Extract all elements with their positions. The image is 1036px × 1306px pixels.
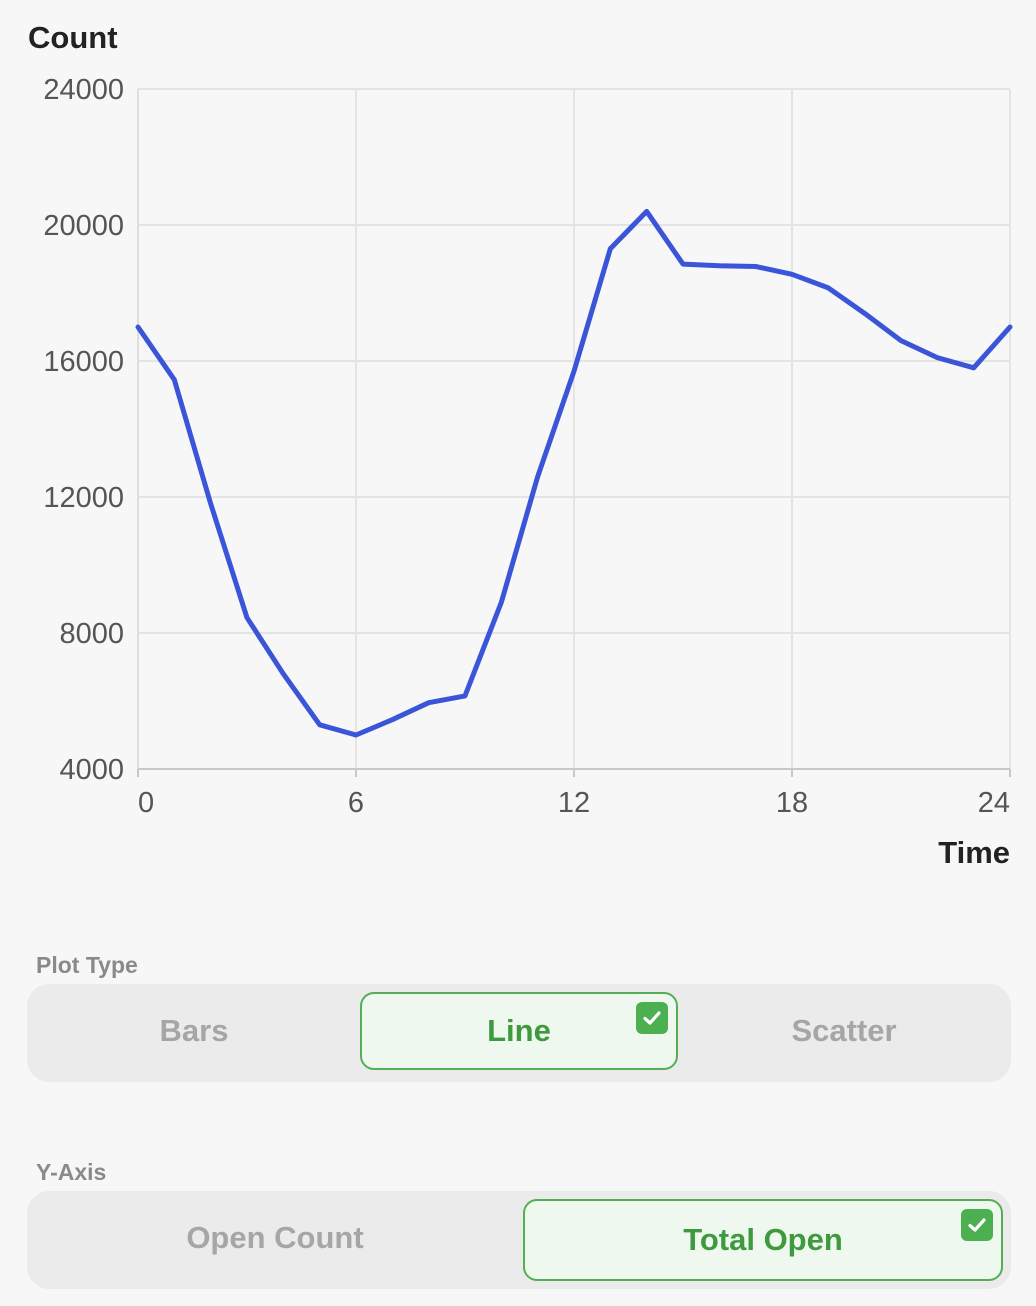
line-chart: 24000 20000 16000 12000 8000 4000 0 6 12 18 24 Cou… [28,20,1013,870]
x-tick-label: 12 [558,787,590,819]
x-tick-label: 18 [776,787,808,819]
y-tick-label: 8000 [59,618,124,650]
y-tick-label: 20000 [43,210,124,242]
plot-type-scatter-option[interactable]: Scatter [685,992,1003,1070]
x-tick-label: 0 [138,787,154,819]
y-axis-label: Y-Axis [36,1159,107,1185]
plot-type-bars-label: Bars [159,1013,229,1048]
chart-axes [137,89,1011,777]
plot-type-scatter-label: Scatter [791,1013,897,1048]
y-tick-label: 4000 [59,754,124,786]
plot-type-segmented-control: Bars Line Scatter [27,984,1011,1082]
x-tick-label: 24 [978,787,1010,819]
y-axis-segmented-control: Open Count Total Open [27,1191,1011,1289]
plot-type-line-option[interactable]: Line [360,992,678,1070]
y-tick-label: 24000 [43,74,124,106]
plot-type-bars-option[interactable]: Bars [35,992,353,1070]
plot-type-label: Plot Type [36,952,138,978]
chart-tick-labels: 24000 20000 16000 12000 8000 4000 0 6 12 18 24 [43,74,1010,819]
y-axis-open-count-label: Open Count [186,1220,364,1255]
x-axis-title: Time [938,835,1010,870]
x-tick-label: 6 [348,787,364,819]
y-axis-title: Count [28,20,118,55]
y-axis-total-open-option[interactable]: Total Open [523,1199,1003,1281]
y-tick-label: 12000 [43,482,124,514]
y-axis-open-count-option[interactable]: Open Count [35,1199,515,1277]
y-axis-total-open-label: Total Open [683,1222,843,1257]
y-tick-label: 16000 [43,346,124,378]
chart-series [135,208,1013,738]
chart-grid [138,88,1011,769]
checkmark-icon [636,1002,668,1034]
checkmark-icon [961,1209,993,1241]
plot-type-line-label: Line [487,1013,551,1048]
